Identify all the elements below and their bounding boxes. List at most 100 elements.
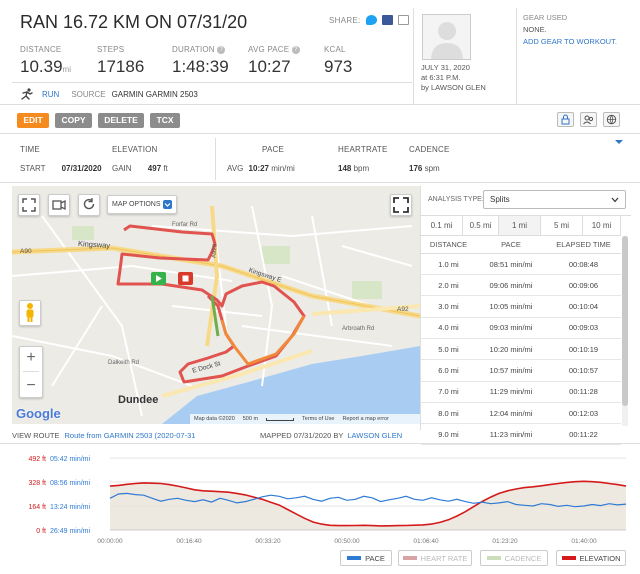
avatar[interactable] xyxy=(422,14,471,60)
legend-swatch xyxy=(486,556,501,560)
zoom-out-button[interactable]: − xyxy=(26,376,36,394)
splits-scrollbar[interactable] xyxy=(622,236,628,426)
mapped-user-link[interactable]: LAWSON GLEN xyxy=(347,431,403,440)
stat-steps: STEPS 17186 xyxy=(97,45,144,77)
split-elapsed: 00:09:03 xyxy=(568,323,599,333)
tab-0-5-mi[interactable]: 0.5 mi xyxy=(463,216,499,236)
help-icon[interactable]: ? xyxy=(291,46,300,54)
map-fullscreen-button[interactable] xyxy=(390,194,412,216)
heartrate-heading: HEARTRATE xyxy=(338,145,388,154)
friends-privacy-button[interactable] xyxy=(580,112,597,127)
col-distance[interactable]: DISTANCE xyxy=(429,240,468,249)
delete-button[interactable]: DELETE xyxy=(98,113,144,128)
col-pace[interactable]: PACE xyxy=(501,240,521,249)
split-pace: 11:23 min/mi xyxy=(489,429,533,439)
a929-road xyxy=(205,205,220,347)
workout-chart[interactable]: 492 ft 328 ft 164 ft 0 ft 05:42 min/mi 08:56 … xyxy=(0,446,640,548)
cadence-heading: CADENCE xyxy=(409,145,450,154)
gain-info: GAIN 497 ft xyxy=(112,164,168,173)
tab-0-1-mi[interactable]: 0.1 mi xyxy=(421,216,463,236)
stat-avg-pace: AVG PACE ? 10:27 xyxy=(248,45,300,77)
x-axis-label: 01:40:00 xyxy=(571,538,597,545)
start-marker[interactable] xyxy=(151,272,166,285)
people-icon xyxy=(583,115,594,125)
tcx-button[interactable]: TCX xyxy=(150,113,180,128)
split-row: 4.0 mi 09:03 min/mi 00:09:03 xyxy=(421,318,621,339)
elevation-line xyxy=(109,480,627,527)
x-axis-label: 00:33:20 xyxy=(255,538,281,545)
road-label: A929 xyxy=(211,243,219,259)
gear-label: GEAR USED xyxy=(523,13,568,22)
route-link[interactable]: Route from GARMIN 2503 (2020-07-31 xyxy=(64,431,196,440)
split-row: 7.0 mi 11:29 min/mi 00:11:28 xyxy=(421,382,621,403)
y-axis-label-pace: 05:42 min/mi xyxy=(50,456,91,463)
tab-5-mi[interactable]: 5 mi xyxy=(541,216,583,236)
map-scale: 500 m xyxy=(242,416,259,422)
split-pace: 10:20 min/mi xyxy=(489,344,533,354)
stat-value: 10:27 xyxy=(248,57,291,76)
refresh-route-button[interactable] xyxy=(78,194,100,216)
split-distance: 5.0 mi xyxy=(438,344,459,354)
facebook-icon[interactable] xyxy=(381,15,393,25)
email-icon[interactable] xyxy=(397,15,409,25)
public-privacy-button[interactable] xyxy=(603,112,620,127)
map-attribution: Map data ©2020 xyxy=(194,416,235,422)
stat-label: DURATION xyxy=(172,45,215,54)
split-elapsed: 00:10:57 xyxy=(568,366,599,375)
runner-icon xyxy=(21,88,33,100)
lock-icon xyxy=(561,114,570,125)
map-options-dropdown[interactable]: MAP OPTIONS xyxy=(107,195,177,214)
split-distance: 4.0 mi xyxy=(438,323,459,333)
mapped-label: MAPPED 07/31/2020 BY xyxy=(260,431,344,440)
route-map[interactable]: A90 Kingsway A92 A929 Kingsway E E Dock … xyxy=(12,186,420,424)
report-error-link[interactable]: Report a map error xyxy=(342,416,389,422)
collapse-chevron-icon[interactable] xyxy=(614,138,624,146)
y-axis-label-pace: 08:56 min/mi xyxy=(50,480,91,487)
privacy-lock-button[interactable] xyxy=(557,112,574,127)
terms-link[interactable]: Terms of Use xyxy=(302,416,335,422)
stat-value: 973 xyxy=(324,57,353,76)
edit-button[interactable]: EDIT xyxy=(17,113,49,128)
stat-kcal: KCAL 973 xyxy=(324,45,352,77)
twitter-icon[interactable] xyxy=(365,15,377,25)
activity-type-link[interactable]: RUN xyxy=(42,89,60,99)
x-axis-label: 00:16:40 xyxy=(176,538,202,545)
heartrate-value: 148 xyxy=(338,164,352,173)
legend-toggle-heart-rate[interactable]: HEART RATE xyxy=(398,550,472,566)
fullscreen-button[interactable] xyxy=(18,194,40,216)
tab-10-mi[interactable]: 10 mi xyxy=(583,216,621,236)
split-distance: 1.0 mi xyxy=(438,259,459,269)
park-area xyxy=(352,281,382,299)
x-axis-label: 00:50:00 xyxy=(334,538,360,545)
split-distance: 6.0 mi xyxy=(438,366,459,375)
help-icon[interactable]: ? xyxy=(217,46,226,54)
pace-heading: PACE xyxy=(262,145,284,154)
analysis-type-select[interactable]: Splits xyxy=(483,190,626,209)
street-view-button[interactable] xyxy=(48,194,70,216)
legend-toggle-elevation[interactable]: ELEVATION xyxy=(556,550,626,566)
finish-marker[interactable] xyxy=(178,272,193,285)
split-elapsed: 00:08:48 xyxy=(568,259,599,269)
route-segment xyxy=(220,315,306,366)
legend-toggle-cadence[interactable]: CADENCE xyxy=(480,550,548,566)
scrollbar-thumb[interactable] xyxy=(622,236,628,406)
start-info: START 07/31/2020 xyxy=(20,164,102,173)
copy-button[interactable]: COPY xyxy=(55,113,92,128)
pegman-button[interactable] xyxy=(19,300,41,326)
x-axis-label: 01:06:40 xyxy=(413,538,439,545)
gain-unit: ft xyxy=(163,164,168,173)
legend-swatch xyxy=(561,556,576,560)
map-options-label: MAP OPTIONS xyxy=(112,201,161,208)
legend-toggle-pace[interactable]: PACE xyxy=(340,550,392,566)
road-label: Arbroath Rd xyxy=(342,326,375,332)
split-distance: 8.0 mi xyxy=(438,408,459,418)
tab-1-mi[interactable]: 1 mi xyxy=(499,216,541,236)
zoom-in-button[interactable]: + xyxy=(26,349,36,367)
divider xyxy=(0,104,640,105)
col-elapsed[interactable]: ELAPSED TIME xyxy=(556,240,611,249)
expand-icon xyxy=(22,198,36,212)
elevation-area xyxy=(110,481,626,530)
y-axis-label-elevation: 492 ft xyxy=(28,456,46,463)
add-gear-link[interactable]: ADD GEAR TO WORKOUT. xyxy=(523,37,617,46)
avg-label: AVG xyxy=(227,164,244,173)
